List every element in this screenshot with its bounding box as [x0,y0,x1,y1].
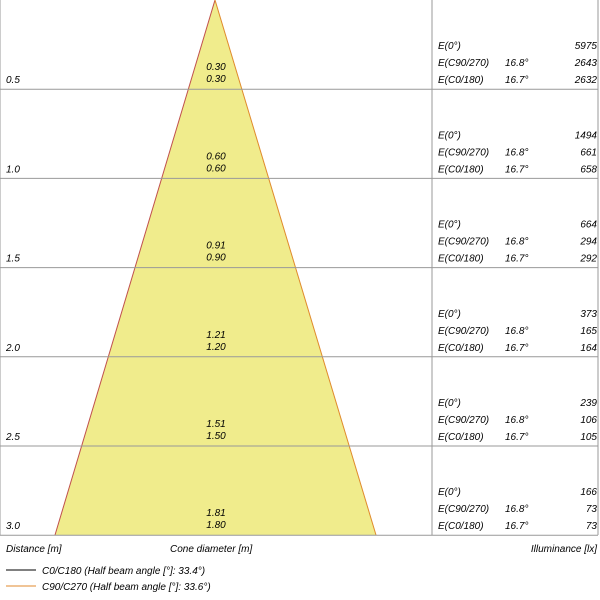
illuminance-value: 664 [580,220,597,231]
cone-diameter: 0.30 [206,62,226,73]
distance-label: 1.5 [6,254,20,265]
illuminance-label: E(0°) [438,41,461,52]
axis-label: Cone diameter [m] [170,544,252,555]
cone-diameter: 0.60 [206,151,226,162]
illuminance-value: 165 [580,326,597,337]
illuminance-label: E(C90/270) [438,147,489,158]
illuminance-value: 292 [579,254,597,265]
illuminance-angle: 16.8° [505,237,528,248]
illuminance-label: E(C0/180) [438,75,484,86]
illuminance-angle: 16.7° [505,432,528,443]
cone-diameter: 0.91 [206,241,225,252]
illuminance-angle: 16.8° [505,58,528,69]
illuminance-label: E(C0/180) [438,432,484,443]
illuminance-label: E(C0/180) [438,343,484,354]
illuminance-value: 294 [579,237,597,248]
illuminance-label: E(C90/270) [438,326,489,337]
illuminance-value: 106 [580,415,597,426]
illuminance-angle: 16.8° [505,504,528,515]
illuminance-label: E(C0/180) [438,521,484,532]
illuminance-label: E(C90/270) [438,415,489,426]
cone-diameter: 1.50 [206,431,226,442]
distance-label: 0.5 [6,75,20,86]
illuminance-value: 2632 [574,75,598,86]
illuminance-value: 164 [580,343,597,354]
cone-diameter: 1.51 [206,419,225,430]
illuminance-label: E(C90/270) [438,504,489,515]
illuminance-label: E(C0/180) [438,164,484,175]
illuminance-value: 239 [579,398,597,409]
illuminance-value: 1494 [575,130,598,141]
illuminance-value: 105 [580,432,597,443]
illuminance-label: E(0°) [438,398,461,409]
legend-label: C90/C270 (Half beam angle [°]: 33.6°) [42,582,211,593]
illuminance-value: 73 [586,521,598,532]
illuminance-label: E(0°) [438,130,461,141]
cone-diameter: 0.90 [206,253,226,264]
axis-label: Distance [m] [6,544,62,555]
illuminance-value: 166 [580,487,597,498]
distance-label: 3.0 [6,521,20,532]
distance-label: 1.0 [6,164,20,175]
cone-diameter: 0.30 [206,74,226,85]
illuminance-label: E(0°) [438,220,461,231]
illuminance-angle: 16.7° [505,164,528,175]
illuminance-angle: 16.7° [505,254,528,265]
illuminance-label: E(0°) [438,487,461,498]
illuminance-value: 373 [580,309,597,320]
distance-label: 2.5 [5,432,20,443]
illuminance-label: E(0°) [438,309,461,320]
cone-diameter: 1.80 [206,520,226,531]
illuminance-angle: 16.8° [505,326,528,337]
illuminance-label: E(C0/180) [438,254,484,265]
illuminance-value: 5975 [575,41,598,52]
axis-label: Illuminance [lx] [531,544,597,555]
cone-diameter: 1.20 [206,342,226,353]
illuminance-angle: 16.8° [505,415,528,426]
illuminance-label: E(C90/270) [438,237,489,248]
cone-diameter: 1.81 [206,508,225,519]
illuminance-value: 658 [580,164,597,175]
cone-diameter: 1.21 [206,330,225,341]
distance-label: 2.0 [5,343,20,354]
illuminance-value: 73 [586,504,598,515]
illuminance-value: 661 [580,147,597,158]
illuminance-angle: 16.7° [505,343,528,354]
cone-diameter: 0.60 [206,163,226,174]
illuminance-label: E(C90/270) [438,58,489,69]
legend-label: C0/C180 (Half beam angle [°]: 33.4°) [42,566,205,577]
illuminance-angle: 16.7° [505,521,528,532]
illuminance-value: 2643 [574,58,598,69]
illuminance-angle: 16.7° [505,75,528,86]
illuminance-angle: 16.8° [505,147,528,158]
